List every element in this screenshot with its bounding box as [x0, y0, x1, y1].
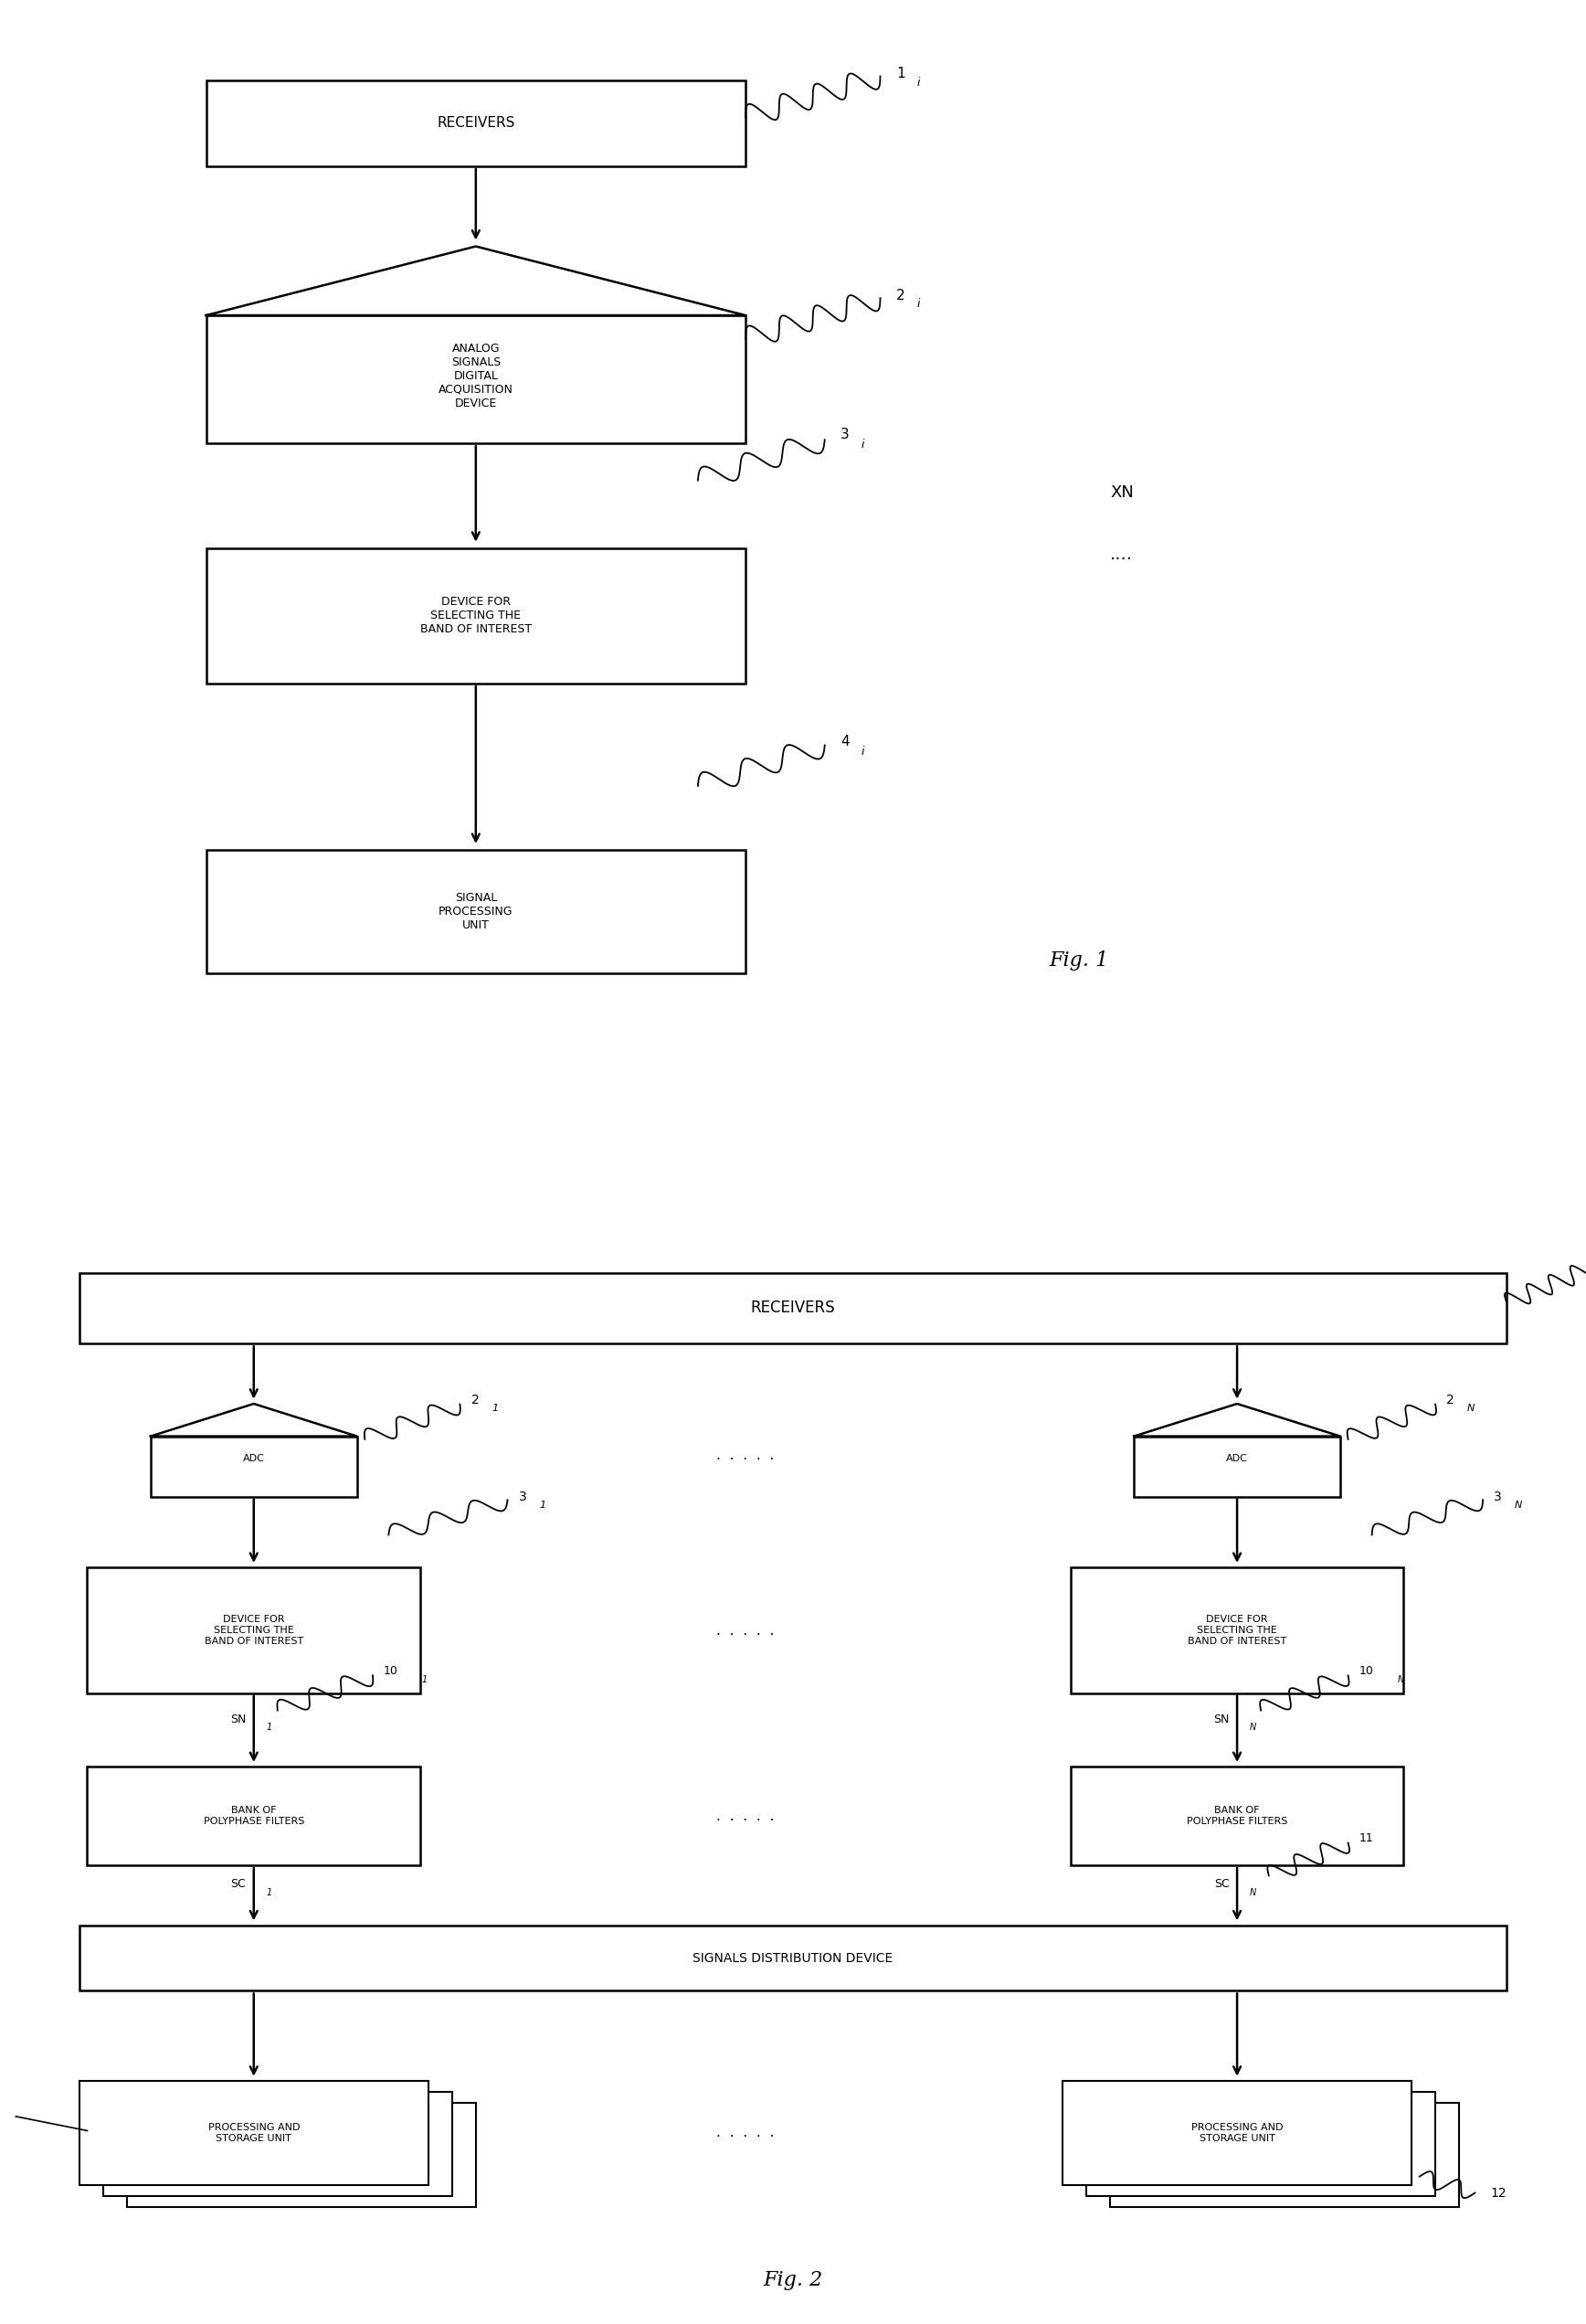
Text: SIGNALS DISTRIBUTION DEVICE: SIGNALS DISTRIBUTION DEVICE — [693, 1952, 893, 1964]
Bar — [1134, 1436, 1340, 1497]
Bar — [87, 1766, 420, 1866]
Text: .  .  .  .  .: . . . . . — [717, 1624, 774, 1636]
Text: DEVICE FOR
SELECTING THE
BAND OF INTEREST: DEVICE FOR SELECTING THE BAND OF INTERES… — [420, 597, 531, 634]
Text: SN: SN — [1213, 1713, 1229, 1724]
Text: 1: 1 — [539, 1501, 546, 1511]
Bar — [87, 1569, 420, 1694]
Bar — [206, 316, 745, 444]
Bar — [206, 79, 745, 167]
Polygon shape — [151, 1404, 357, 1436]
Bar — [151, 1436, 357, 1497]
Text: i: i — [917, 297, 920, 309]
Text: i: i — [917, 77, 920, 88]
Polygon shape — [206, 246, 745, 316]
Text: 3: 3 — [1494, 1490, 1502, 1504]
Text: SC: SC — [230, 1878, 246, 1889]
Text: ANALOG
SIGNALS
DIGITAL
ACQUISITION
DEVICE: ANALOG SIGNALS DIGITAL ACQUISITION DEVIC… — [438, 342, 514, 409]
Bar — [1071, 1569, 1404, 1694]
Text: Fig. 2: Fig. 2 — [763, 2271, 823, 2291]
Bar — [1063, 2080, 1412, 2185]
Text: 1: 1 — [422, 1676, 428, 1685]
Bar — [79, 1274, 1507, 1343]
Text: 2: 2 — [1446, 1394, 1454, 1406]
Text: 12: 12 — [1491, 2187, 1507, 2199]
Text: SC: SC — [1213, 1878, 1229, 1889]
Text: 2: 2 — [471, 1394, 479, 1406]
Text: 4: 4 — [841, 734, 850, 748]
Text: 11: 11 — [1359, 1834, 1373, 1845]
Bar — [127, 2103, 476, 2205]
Text: 3: 3 — [519, 1490, 527, 1504]
Text: 10: 10 — [1359, 1666, 1373, 1678]
Text: 2: 2 — [896, 288, 906, 302]
Bar — [206, 548, 745, 683]
Text: 1: 1 — [492, 1404, 498, 1413]
Text: N: N — [1515, 1501, 1523, 1511]
Bar — [1071, 1766, 1404, 1866]
Text: BANK OF
POLYPHASE FILTERS: BANK OF POLYPHASE FILTERS — [1186, 1806, 1288, 1827]
Text: RECEIVERS: RECEIVERS — [436, 116, 515, 130]
Text: N: N — [1250, 1889, 1256, 1899]
Text: SN: SN — [230, 1713, 246, 1724]
Text: 10: 10 — [384, 1666, 398, 1678]
Text: ....: .... — [1110, 546, 1132, 562]
Text: XN: XN — [1110, 483, 1134, 502]
Bar — [79, 1924, 1507, 1992]
Text: RECEIVERS: RECEIVERS — [750, 1299, 836, 1315]
Text: PROCESSING AND
STORAGE UNIT: PROCESSING AND STORAGE UNIT — [1191, 2124, 1283, 2143]
Text: .  .  .  .  .: . . . . . — [717, 2126, 774, 2140]
Text: ADC: ADC — [243, 1455, 265, 1464]
Text: 1: 1 — [266, 1722, 273, 1731]
Text: N: N — [1250, 1722, 1256, 1731]
Text: BANK OF
POLYPHASE FILTERS: BANK OF POLYPHASE FILTERS — [203, 1806, 305, 1827]
Text: i: i — [861, 439, 864, 451]
Text: i: i — [861, 746, 864, 758]
Bar — [79, 2080, 428, 2185]
Bar — [103, 2092, 452, 2196]
Bar — [206, 851, 745, 974]
Text: 3: 3 — [841, 428, 850, 442]
Text: .  .  .  .  .: . . . . . — [717, 1448, 774, 1462]
Text: ADC: ADC — [1226, 1455, 1248, 1464]
Text: Fig. 1: Fig. 1 — [1048, 951, 1109, 971]
Bar — [1086, 2092, 1435, 2196]
Polygon shape — [1134, 1404, 1340, 1436]
Bar — [1110, 2103, 1459, 2205]
Text: DEVICE FOR
SELECTING THE
BAND OF INTEREST: DEVICE FOR SELECTING THE BAND OF INTERES… — [1188, 1615, 1286, 1645]
Text: N: N — [1467, 1404, 1475, 1413]
Text: 1: 1 — [266, 1889, 273, 1899]
Text: DEVICE FOR
SELECTING THE
BAND OF INTEREST: DEVICE FOR SELECTING THE BAND OF INTERES… — [205, 1615, 303, 1645]
Text: N: N — [1397, 1676, 1404, 1685]
Text: SIGNAL
PROCESSING
UNIT: SIGNAL PROCESSING UNIT — [439, 892, 512, 932]
Text: .  .  .  .  .: . . . . . — [717, 1810, 774, 1822]
Text: PROCESSING AND
STORAGE UNIT: PROCESSING AND STORAGE UNIT — [208, 2124, 300, 2143]
Text: 1: 1 — [896, 67, 906, 81]
